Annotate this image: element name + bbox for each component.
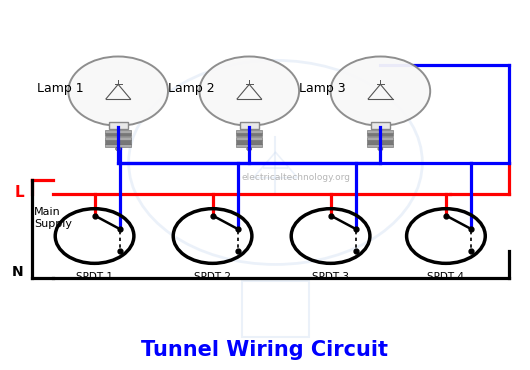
Text: N: N xyxy=(12,265,24,279)
Text: SPDT 2: SPDT 2 xyxy=(194,272,231,282)
Circle shape xyxy=(116,147,121,151)
Circle shape xyxy=(247,147,252,151)
FancyBboxPatch shape xyxy=(367,137,393,140)
FancyBboxPatch shape xyxy=(367,133,393,137)
FancyBboxPatch shape xyxy=(367,140,393,144)
Circle shape xyxy=(68,57,168,126)
FancyBboxPatch shape xyxy=(240,122,259,129)
Text: electricaltechnology.org: electricaltechnology.org xyxy=(242,173,351,182)
FancyBboxPatch shape xyxy=(236,133,262,137)
FancyBboxPatch shape xyxy=(367,130,393,133)
FancyBboxPatch shape xyxy=(236,144,262,147)
Text: Tunnel Wiring Circuit: Tunnel Wiring Circuit xyxy=(142,340,388,360)
Text: SPDT 1: SPDT 1 xyxy=(76,272,113,282)
FancyBboxPatch shape xyxy=(105,133,131,137)
Text: Lamp 2: Lamp 2 xyxy=(168,82,215,95)
FancyBboxPatch shape xyxy=(105,144,131,147)
Text: L: L xyxy=(14,185,24,200)
FancyBboxPatch shape xyxy=(109,122,128,129)
Text: Lamp 3: Lamp 3 xyxy=(299,82,346,95)
Circle shape xyxy=(378,147,383,151)
FancyBboxPatch shape xyxy=(236,140,262,144)
FancyBboxPatch shape xyxy=(105,130,131,133)
FancyBboxPatch shape xyxy=(236,137,262,140)
FancyBboxPatch shape xyxy=(105,137,131,140)
Text: SPDT 3: SPDT 3 xyxy=(312,272,349,282)
FancyBboxPatch shape xyxy=(105,140,131,144)
Text: Lamp 1: Lamp 1 xyxy=(37,82,83,95)
FancyBboxPatch shape xyxy=(367,144,393,147)
Text: Main
Supply: Main Supply xyxy=(34,206,72,229)
FancyBboxPatch shape xyxy=(236,130,262,133)
Circle shape xyxy=(331,57,430,126)
Text: SPDT 4: SPDT 4 xyxy=(427,272,464,282)
FancyBboxPatch shape xyxy=(371,122,390,129)
Circle shape xyxy=(199,57,299,126)
